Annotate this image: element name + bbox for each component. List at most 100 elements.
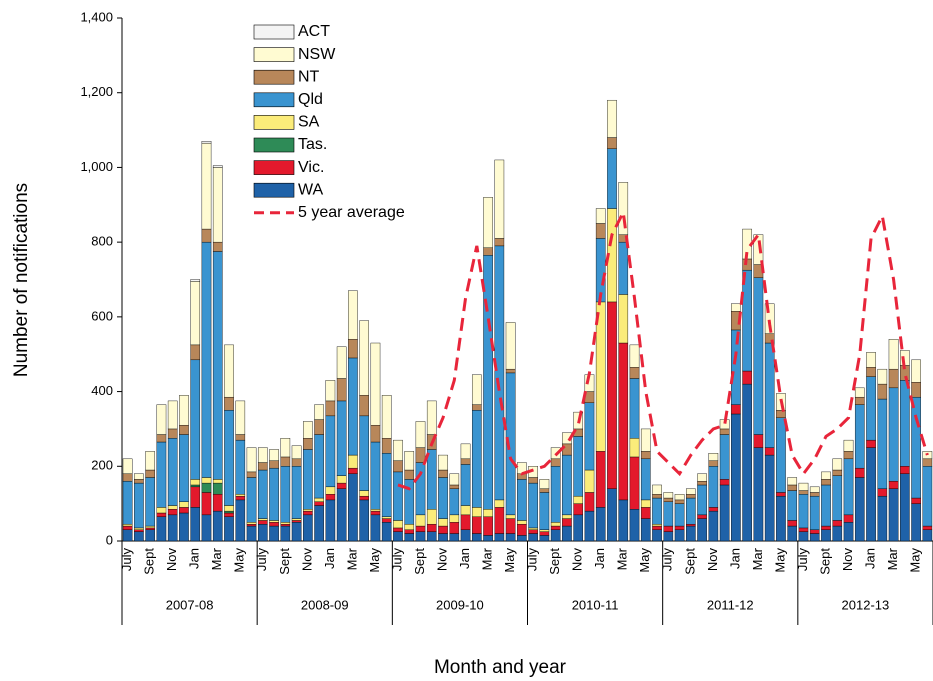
bar-segment: [787, 490, 798, 521]
bar-segment: [325, 486, 336, 495]
bar-segment: [821, 525, 831, 530]
bar-segment: [145, 469, 155, 478]
bar-segment: [460, 443, 471, 460]
bar-segment: [832, 525, 843, 542]
bar-segment: [697, 473, 707, 482]
bar-segment: [303, 438, 313, 450]
x-tick-label: Nov: [299, 548, 314, 572]
bar-segment: [167, 438, 178, 506]
bar-segment: [246, 522, 257, 525]
bar-segment: [438, 525, 448, 534]
bar-segment: [145, 525, 155, 529]
bar-segment: [674, 525, 685, 530]
bar-segment: [224, 516, 234, 542]
bar-segment: [212, 251, 223, 480]
x-tick-label: July: [389, 548, 404, 572]
bar-segment: [370, 441, 381, 510]
bar-segment: [686, 494, 696, 499]
bar-segment: [336, 378, 347, 402]
x-tick-label: July: [660, 548, 675, 572]
bar-segment: [843, 451, 854, 460]
x-tick-label: Sept: [277, 548, 292, 575]
bar-segment: [854, 404, 865, 469]
bar-segment: [663, 531, 674, 542]
bar-segment: [528, 527, 538, 530]
bar-segment: [900, 380, 910, 467]
bar-segment: [922, 466, 933, 527]
bar-segment: [494, 533, 505, 542]
bar-segment: [562, 518, 572, 527]
bar-segment: [280, 522, 291, 525]
x-tick-label: May: [637, 548, 652, 573]
bar-segment: [359, 415, 369, 491]
bar-segment: [550, 525, 561, 530]
bar-segment: [325, 494, 336, 501]
x-tick-label: Sept: [412, 548, 427, 575]
bar-segment: [179, 424, 189, 435]
x-tick-label: May: [772, 548, 787, 573]
bar-segment: [483, 255, 493, 510]
bar-segment: [145, 451, 155, 471]
bar-segment: [269, 449, 279, 461]
y-tick-label: 1,400: [80, 9, 113, 24]
bar-segment: [449, 473, 460, 486]
bar-segment: [595, 451, 606, 508]
bar-segment: [505, 514, 516, 519]
bar-segment: [505, 518, 516, 534]
bar-segment: [550, 466, 561, 523]
bar-segment: [224, 396, 234, 411]
bar-segment: [900, 473, 910, 542]
bar-segment: [562, 454, 572, 516]
bar-segment: [663, 525, 674, 532]
bar-segment: [652, 494, 662, 499]
bar-segment: [336, 475, 347, 484]
bar-segment: [776, 492, 786, 497]
bar-segment: [449, 484, 460, 489]
bar-segment: [269, 525, 279, 542]
bar-segment: [539, 529, 550, 532]
bar-segment: [629, 438, 640, 458]
bar-segment: [494, 245, 505, 501]
bar-segment: [460, 514, 471, 530]
bar-segment: [719, 428, 730, 435]
bar-segment: [798, 482, 809, 491]
bar-segment: [190, 507, 201, 542]
bar-segment: [348, 467, 358, 474]
bar-segment: [753, 277, 764, 435]
bar-segment: [291, 518, 302, 521]
bar-segment: [640, 518, 651, 542]
bar-segment: [460, 529, 471, 542]
legend-swatch: [253, 92, 295, 108]
bar-segment: [122, 523, 133, 527]
bar-segment: [156, 516, 167, 542]
bar-segment: [381, 516, 392, 519]
legend-swatch: [253, 47, 295, 62]
legend-swatch: [253, 182, 295, 198]
bar-segment: [471, 374, 482, 405]
bar-segment: [517, 479, 527, 521]
bar-segment: [235, 439, 246, 495]
bar-segment: [652, 484, 662, 495]
bar-segment: [854, 396, 865, 405]
bar-segment: [438, 454, 448, 471]
bar-segment: [190, 479, 201, 486]
y-axis-title: Number of notifications: [11, 183, 32, 377]
bar-segment: [877, 488, 888, 497]
bar-segment: [303, 421, 313, 439]
bar-segment: [911, 396, 921, 499]
x-tick-label: May: [908, 548, 923, 573]
bar-segment: [753, 234, 764, 265]
bar-segment: [348, 339, 358, 359]
legend-swatch: [253, 115, 295, 130]
bar-segment: [212, 167, 223, 243]
bar-segment: [426, 531, 437, 542]
bar-segment: [731, 404, 741, 415]
y-tick-label: 200: [91, 458, 113, 473]
bar-segment: [224, 510, 234, 514]
bar-segment: [911, 359, 921, 383]
bar-segment: [449, 533, 460, 542]
bar-segment: [201, 514, 212, 542]
bar-segment: [404, 529, 415, 534]
bar-segment: [122, 481, 133, 525]
x-tick-label: July: [254, 548, 269, 572]
